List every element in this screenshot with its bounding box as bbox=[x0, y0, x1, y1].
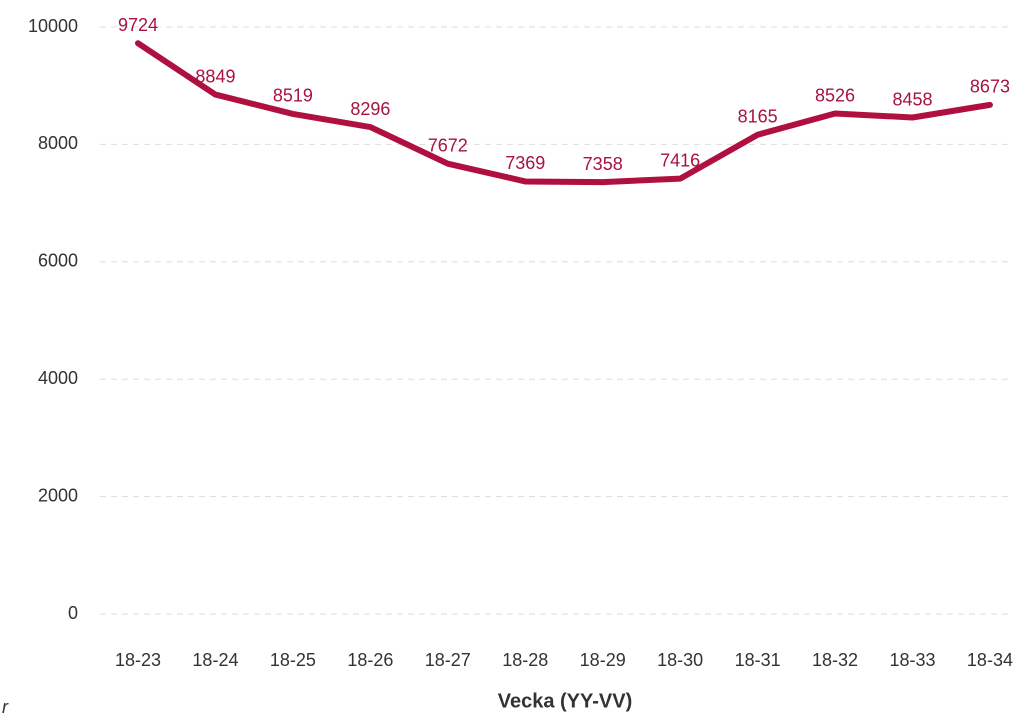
x-tick-label: 18-25 bbox=[270, 650, 316, 670]
data-label: 8673 bbox=[970, 77, 1010, 97]
y-tick-label: 6000 bbox=[38, 251, 78, 271]
x-tick-label: 18-28 bbox=[502, 650, 548, 670]
data-label: 9724 bbox=[118, 15, 158, 35]
x-tick-label: 18-32 bbox=[812, 650, 858, 670]
y-tick-label: 4000 bbox=[38, 368, 78, 388]
data-label: 8519 bbox=[273, 86, 313, 106]
data-label: 8526 bbox=[815, 85, 855, 105]
data-label: 8165 bbox=[738, 106, 778, 126]
data-label: 8849 bbox=[195, 66, 235, 86]
x-tick-label: 18-23 bbox=[115, 650, 161, 670]
data-label: 8458 bbox=[892, 89, 932, 109]
y-tick-label: 0 bbox=[68, 603, 78, 623]
x-tick-label: 18-31 bbox=[735, 650, 781, 670]
x-axis-label: Vecka (YY-VV) bbox=[498, 690, 633, 712]
data-label: 8296 bbox=[350, 99, 390, 119]
y-tick-label: 8000 bbox=[38, 133, 78, 153]
y-tick-label: 10000 bbox=[28, 16, 78, 36]
x-tick-label: 18-30 bbox=[657, 650, 703, 670]
data-label: 7369 bbox=[505, 153, 545, 173]
x-tick-label: 18-33 bbox=[889, 650, 935, 670]
x-tick-label: 18-26 bbox=[347, 650, 393, 670]
line bbox=[135, 40, 993, 186]
y-tick-label: 2000 bbox=[38, 485, 78, 505]
annotation: r bbox=[2, 697, 9, 716]
data-label: 7358 bbox=[583, 154, 623, 174]
data-label: 7672 bbox=[428, 135, 468, 155]
x-tick-label: 18-34 bbox=[967, 650, 1013, 670]
x-tick-label: 18-24 bbox=[192, 650, 238, 670]
x-tick-label: 18-29 bbox=[580, 650, 626, 670]
data-label: 7416 bbox=[660, 150, 700, 170]
x-tick-label: 18-27 bbox=[425, 650, 471, 670]
